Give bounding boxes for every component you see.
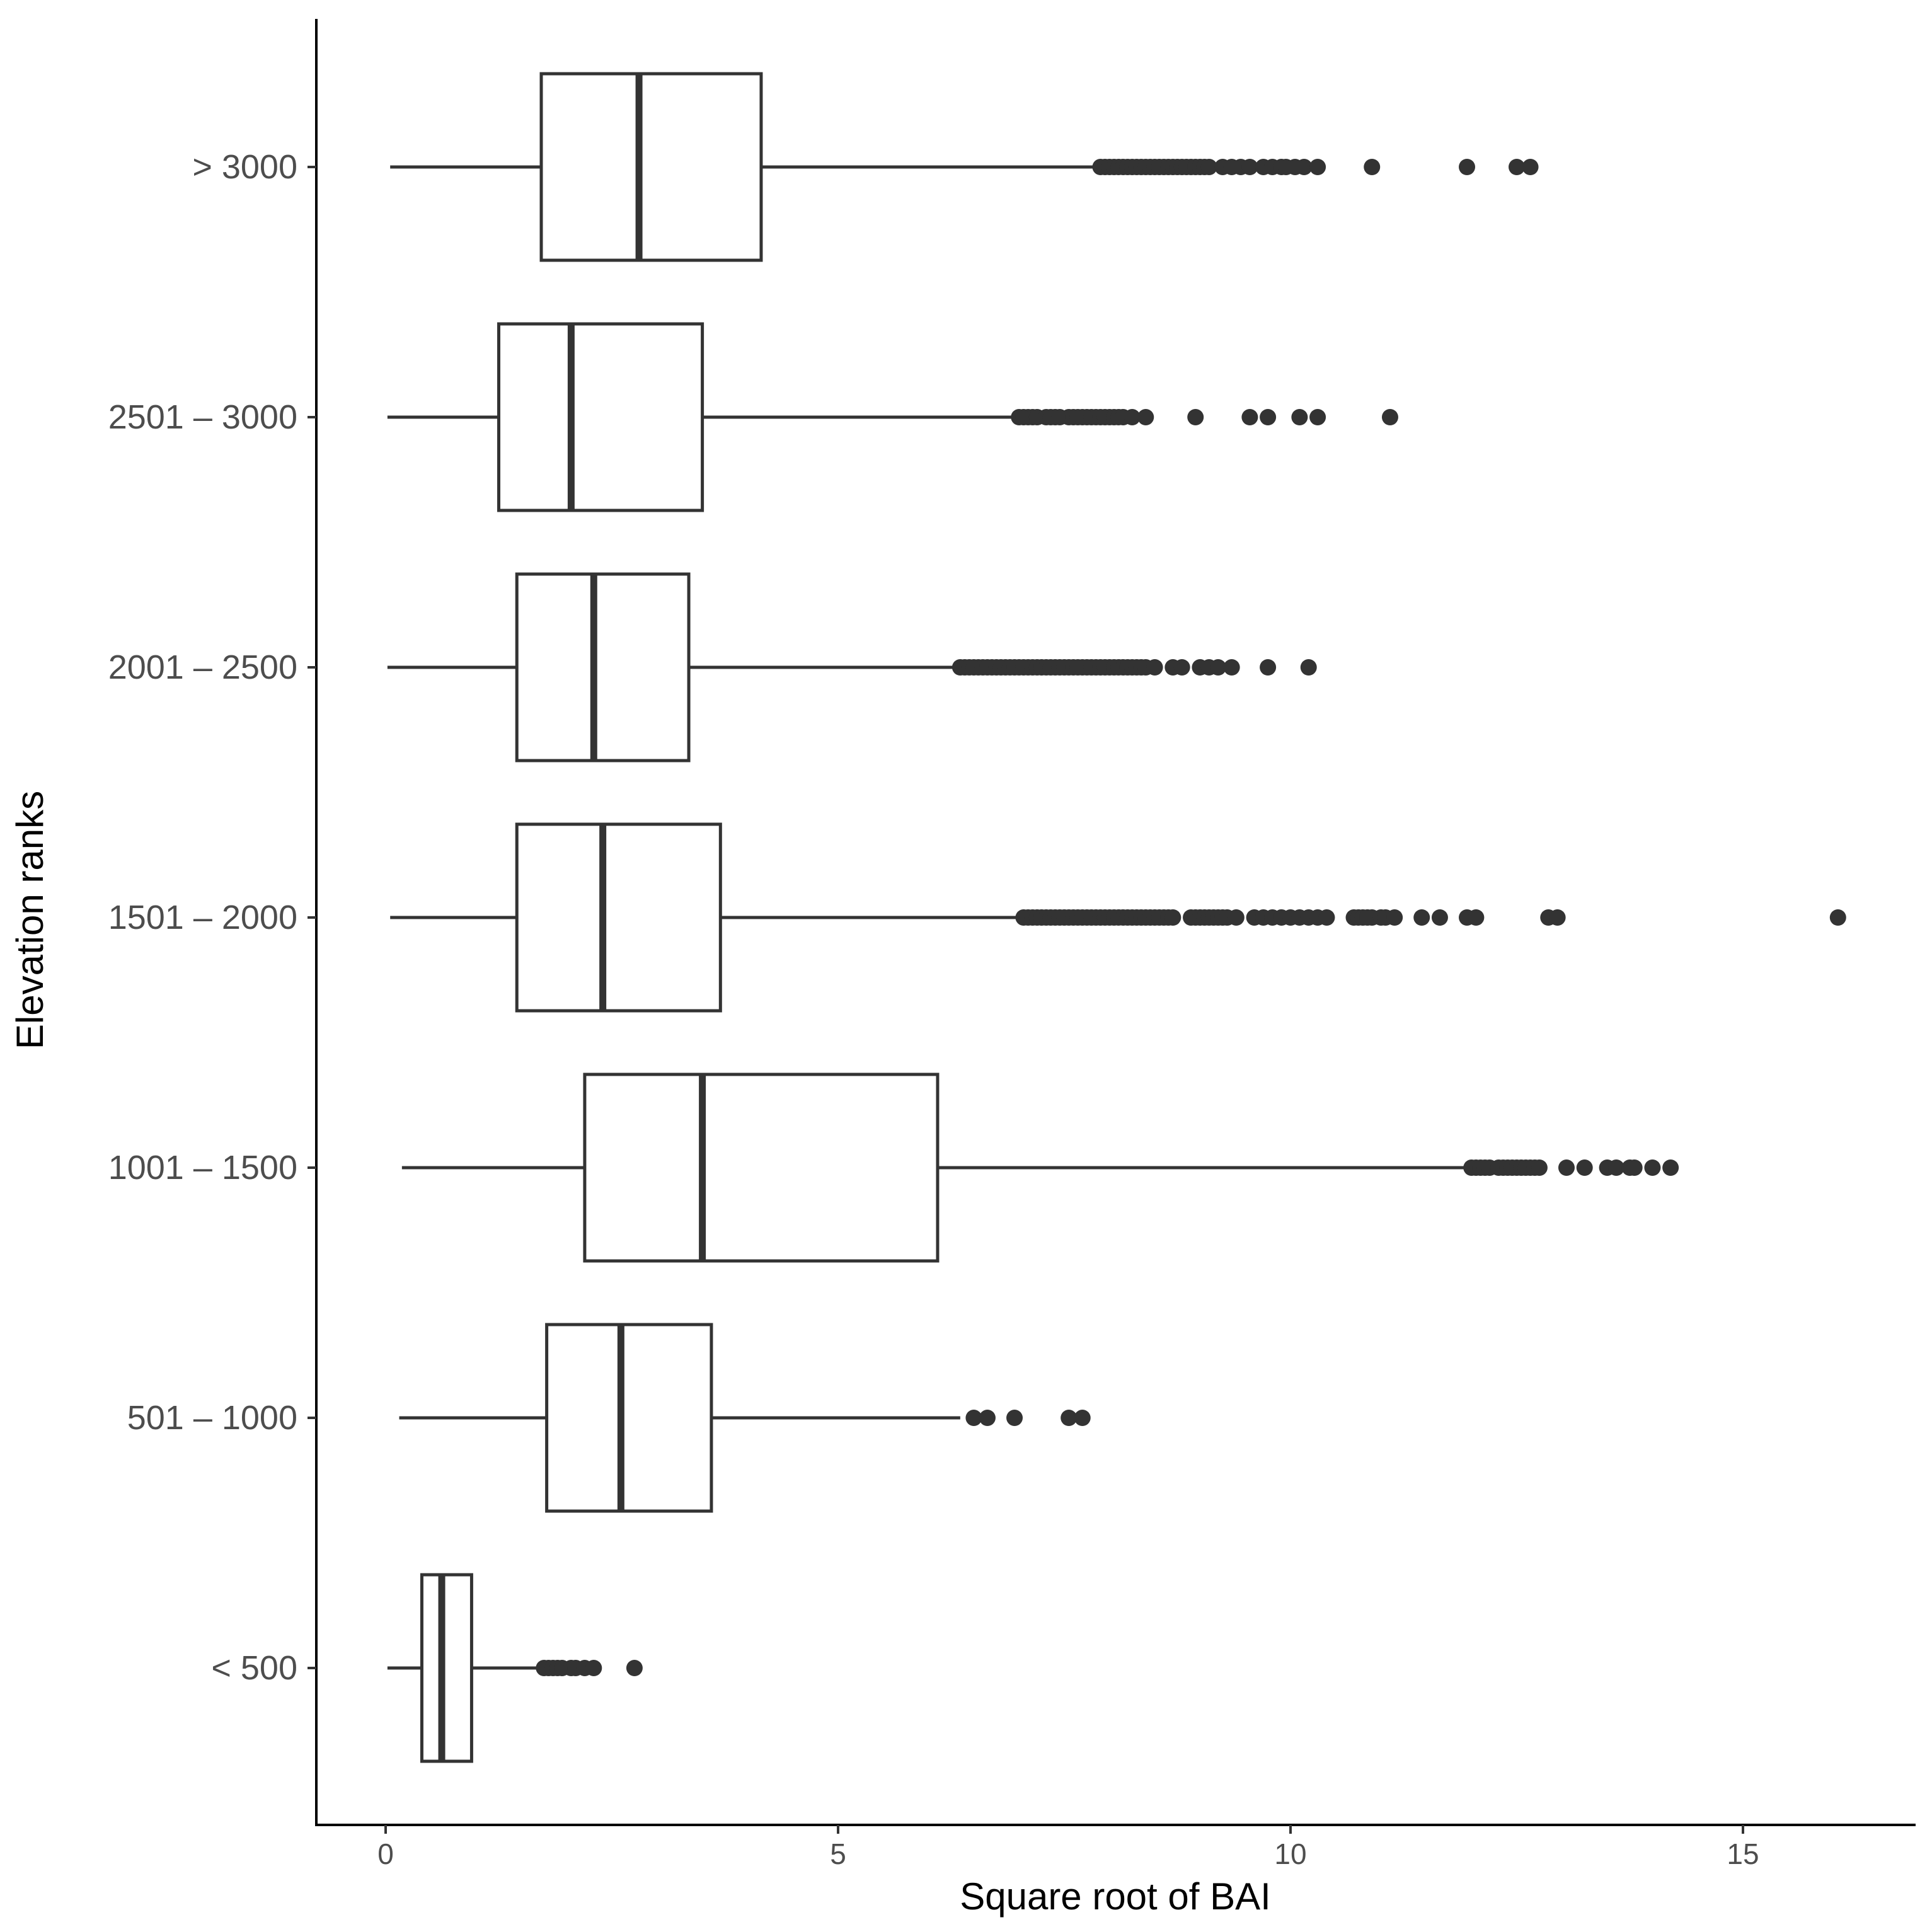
- outlier-point: [1364, 159, 1381, 175]
- box-group: [401, 1073, 1679, 1263]
- outlier-point: [1074, 1410, 1091, 1426]
- outlier-point: [1241, 159, 1258, 175]
- outlier-point: [1260, 409, 1277, 425]
- box-group: [390, 822, 1846, 1013]
- outlier-point: [1146, 659, 1163, 676]
- outlier-point: [979, 1410, 996, 1426]
- box-iqr: [545, 1323, 713, 1513]
- outlier-point: [1558, 1159, 1575, 1176]
- outlier-point: [1187, 409, 1204, 425]
- outlier-point: [1260, 659, 1277, 676]
- box-group: [387, 572, 1317, 762]
- outlier-point: [1200, 159, 1217, 175]
- outlier-point: [1124, 409, 1141, 425]
- outlier-point: [1291, 409, 1308, 425]
- outlier-point: [1223, 659, 1240, 676]
- outlier-point: [626, 1660, 643, 1676]
- outlier-point: [1309, 159, 1326, 175]
- outlier-point: [1381, 409, 1398, 425]
- box-iqr: [515, 572, 691, 762]
- outlier-point: [1468, 909, 1485, 926]
- box-iqr: [583, 1073, 940, 1263]
- plot-area: [387, 72, 1846, 1763]
- box-group: [387, 322, 1398, 512]
- outlier-point: [1296, 159, 1313, 175]
- box-iqr: [515, 822, 722, 1013]
- outlier-point: [1509, 159, 1525, 175]
- outlier-point: [1228, 909, 1245, 926]
- outlier-point: [1386, 909, 1403, 926]
- y-tick-label: 501 – 1000: [127, 1399, 297, 1437]
- box-group: [399, 1323, 1091, 1513]
- outlier-point: [1549, 909, 1566, 926]
- y-tick-label: 2001 – 2500: [108, 648, 297, 686]
- x-axis-title: Square root of BAI: [960, 1875, 1271, 1918]
- outlier-point: [1318, 909, 1335, 926]
- x-tick-label: 5: [830, 1838, 846, 1870]
- x-tick-label: 15: [1727, 1838, 1759, 1870]
- outlier-point: [1309, 409, 1326, 425]
- outlier-point: [1300, 659, 1317, 676]
- y-axis-title: Elevation ranks: [9, 791, 51, 1049]
- y-tick-label: > 3000: [192, 148, 297, 186]
- y-tick-label: 2501 – 3000: [108, 398, 297, 436]
- box-iqr: [539, 72, 763, 262]
- outlier-point: [1829, 909, 1846, 926]
- outlier-point: [1459, 159, 1476, 175]
- outlier-point: [1210, 659, 1227, 676]
- y-tick-label: < 500: [211, 1649, 297, 1687]
- outlier-point: [1576, 1159, 1593, 1176]
- outlier-point: [1137, 409, 1154, 425]
- axis-layer: < 500 501 – 1000 1001 – 1500 1501 – 2000 200…: [108, 148, 1759, 1870]
- box-group: [390, 72, 1539, 262]
- outlier-point: [1522, 159, 1539, 175]
- outlier-point: [1626, 1159, 1643, 1176]
- outlier-point: [1413, 909, 1430, 926]
- outlier-point: [1431, 909, 1448, 926]
- outlier-point: [1006, 1410, 1023, 1426]
- outlier-point: [1644, 1159, 1661, 1176]
- outlier-point: [1241, 409, 1258, 425]
- outlier-point: [585, 1660, 602, 1676]
- outlier-point: [1173, 659, 1190, 676]
- box-group: [387, 1573, 643, 1763]
- outlier-point: [1061, 1410, 1078, 1426]
- box-iqr: [420, 1573, 473, 1763]
- y-tick-label: 1001 – 1500: [108, 1149, 297, 1187]
- outlier-point: [1531, 1159, 1548, 1176]
- y-tick-label: 1501 – 2000: [108, 899, 297, 936]
- outlier-point: [1607, 1159, 1624, 1176]
- outlier-point: [1662, 1159, 1679, 1176]
- x-tick-label: 10: [1274, 1838, 1306, 1870]
- x-tick-label: 0: [377, 1838, 394, 1870]
- box-iqr: [497, 322, 704, 512]
- outlier-point: [965, 1410, 982, 1426]
- outlier-point: [1164, 909, 1182, 926]
